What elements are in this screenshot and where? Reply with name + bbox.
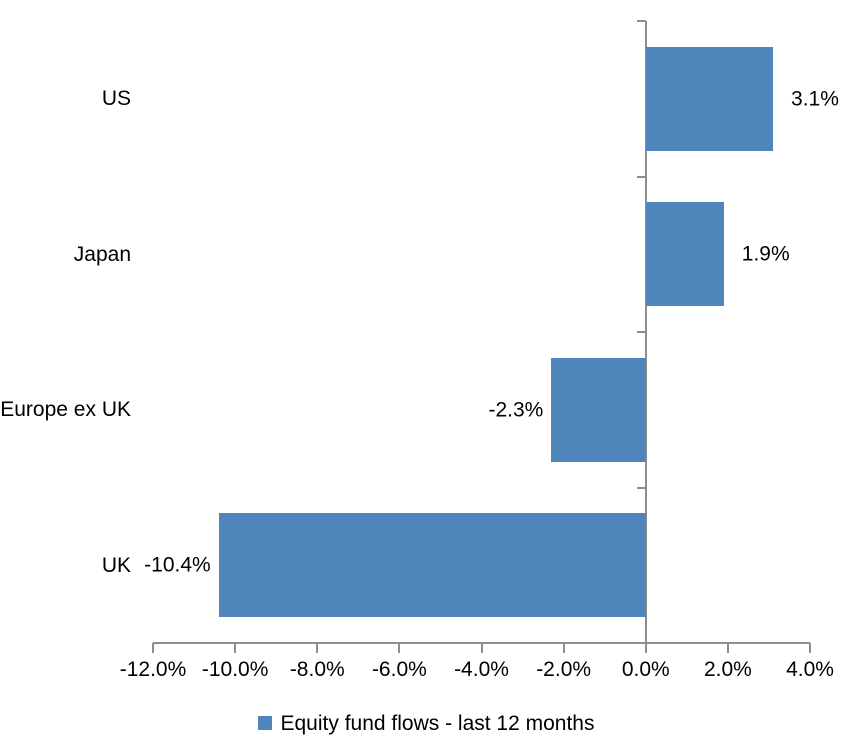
x-axis-tick	[152, 643, 154, 653]
bar-europe-ex-uk	[551, 357, 646, 462]
value-label-uk: -10.4%	[144, 553, 211, 577]
bar-japan	[645, 202, 724, 307]
x-axis-tick	[809, 643, 811, 653]
x-axis-tick	[316, 643, 319, 653]
x-tick-label: 2.0%	[703, 658, 752, 681]
x-axis-tick	[398, 643, 401, 653]
x-tick-label: 0.0%	[621, 658, 670, 681]
x-tick-label: 4.0%	[786, 658, 834, 681]
x-tick-label: -12.0%	[119, 658, 187, 681]
x-tick-label: -4.0%	[454, 658, 509, 681]
value-label-japan: 1.9%	[741, 242, 790, 266]
category-label-japan: Japan	[73, 242, 131, 266]
x-axis-tick	[726, 643, 729, 653]
category-axis-tick	[636, 175, 646, 178]
category-label-us: US	[101, 87, 131, 111]
category-label-uk: UK	[101, 553, 131, 577]
x-tick-label: -2.0%	[536, 658, 592, 681]
category-axis-tick	[636, 486, 646, 489]
x-tick-label: -6.0%	[371, 658, 427, 681]
x-tick-label: -10.0%	[201, 658, 269, 681]
category-label-europe-ex-uk: Europe ex UK	[0, 398, 131, 422]
bar-uk	[218, 513, 646, 618]
x-axis-tick	[234, 643, 237, 653]
category-axis-tick	[636, 642, 646, 644]
category-axis-tick	[636, 331, 646, 333]
value-label-europe-ex-uk: -2.3%	[488, 398, 544, 422]
legend-series-label: Equity fund flows - last 12 months	[280, 711, 595, 735]
category-axis-tick	[636, 20, 646, 22]
legend-swatch-icon	[257, 716, 272, 730]
zero-axis-line	[644, 21, 647, 643]
bar-us	[645, 46, 774, 151]
x-tick-label: -8.0%	[289, 658, 345, 681]
value-label-us: 3.1%	[791, 87, 839, 111]
x-axis-tick	[644, 643, 647, 653]
legend: Equity fund flows - last 12 months	[0, 706, 852, 740]
x-axis-tick	[562, 643, 565, 653]
x-axis-tick	[480, 643, 483, 653]
